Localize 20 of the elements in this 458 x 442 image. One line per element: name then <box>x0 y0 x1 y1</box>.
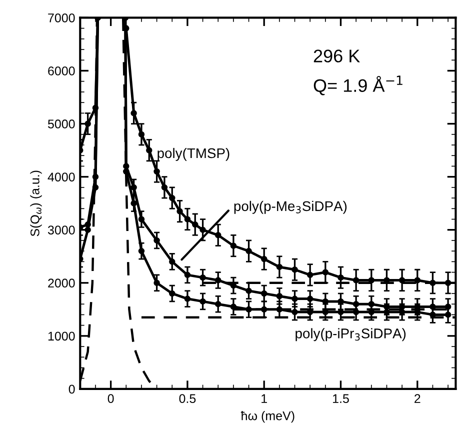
x-tick-label: 1.5 <box>333 394 349 404</box>
y-axis-title: S(Q$_{ω}$) (a.u.) <box>30 170 42 236</box>
y-tick-label: 6000 <box>48 66 75 76</box>
y-tick-label: 7000 <box>48 13 75 22</box>
y-tick-label: 0 <box>68 384 75 394</box>
x-axis-title: ħω (meV) <box>240 411 294 423</box>
y-tick-label: 4000 <box>48 172 75 182</box>
series-label: poly(p-iPr$_{3}$SiDPA) <box>296 328 406 342</box>
y-tick-label: 3000 <box>48 226 75 234</box>
series-label: poly(TMSP) <box>158 148 230 161</box>
x-tick-label: 0.5 <box>179 394 196 404</box>
y-tick-label: 5000 <box>48 120 75 128</box>
x-tick-label: 0 <box>108 394 114 404</box>
annotation: 296 K <box>314 50 360 62</box>
x-tick-label: 1 <box>262 394 267 403</box>
y-tick-label: 2000 <box>48 278 75 288</box>
y-tick-label: 1000 <box>48 332 75 341</box>
x-tick-label: 2 <box>414 394 420 403</box>
annotation: Q= 1.9 Å$^{−1}$ <box>314 76 402 96</box>
text: poly(p-Me$_{3}$SiDPA) <box>234 200 347 214</box>
